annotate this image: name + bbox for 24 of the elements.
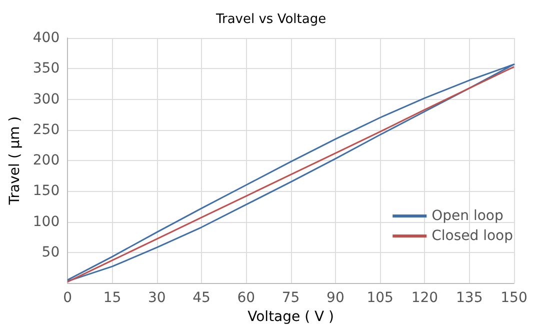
y-tick-label: 50 — [42, 244, 60, 260]
x-tick-label: 120 — [411, 290, 438, 306]
y-axis-title: Travel ( μm ) — [7, 116, 23, 206]
x-tick-label: 0 — [63, 290, 72, 306]
y-tick-label: 200 — [32, 152, 60, 168]
x-tick-label: 105 — [366, 290, 394, 306]
y-tick-label: 400 — [32, 30, 60, 46]
x-tick-label: 135 — [456, 290, 483, 306]
x-tick-label: 90 — [326, 290, 344, 306]
chart-title: Travel vs Voltage — [214, 12, 326, 27]
x-tick-label: 15 — [103, 290, 122, 306]
x-tick-label: 75 — [282, 290, 300, 306]
x-tick-label: 60 — [237, 290, 256, 306]
y-tick-label: 150 — [32, 183, 60, 200]
x-tick-label: 30 — [148, 290, 166, 306]
legend-label: Open loop — [432, 208, 504, 224]
x-axis-title: Voltage ( V ) — [248, 308, 334, 325]
x-tick-label: 150 — [500, 290, 528, 306]
y-tick-label: 350 — [32, 60, 60, 77]
legend-label: Closed loop — [432, 228, 514, 244]
y-tick-label: 300 — [32, 91, 60, 108]
x-tick-label: 45 — [192, 290, 210, 306]
y-tick-label: 250 — [32, 122, 60, 138]
y-tick-label: 100 — [32, 214, 60, 230]
